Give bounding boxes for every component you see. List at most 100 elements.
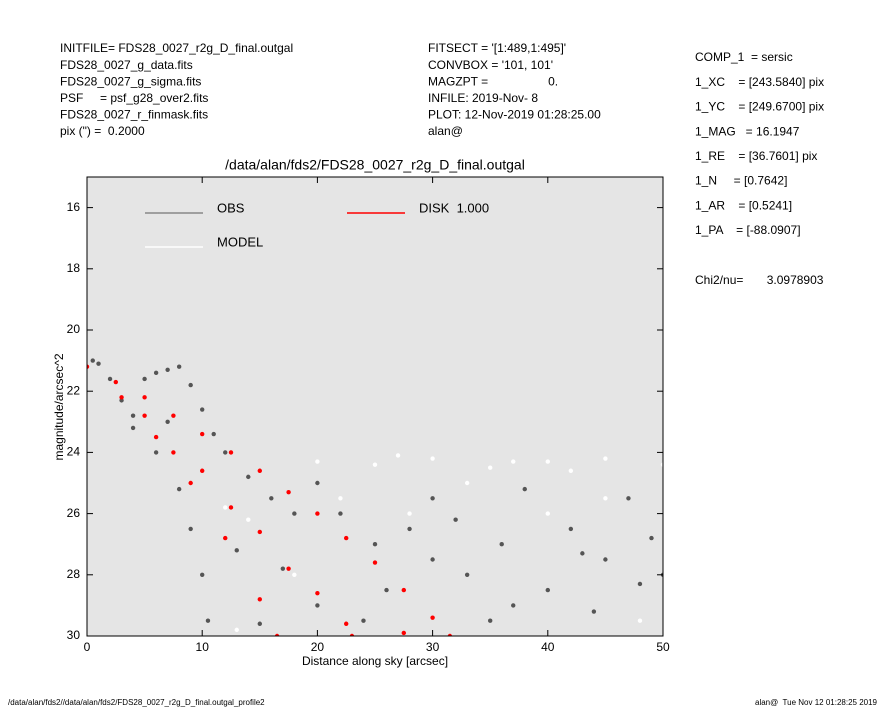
data-point	[338, 496, 343, 501]
data-point	[87, 364, 90, 369]
data-point	[257, 529, 262, 535]
data-point	[511, 603, 516, 608]
data-point	[234, 627, 239, 633]
plot-points	[87, 358, 663, 636]
y-tick-label: 28	[67, 567, 81, 581]
data-point	[637, 581, 643, 587]
data-point	[223, 450, 228, 455]
footer-left: /data/alan/fds2//data/alan/fds2/FDS28_00…	[8, 698, 265, 707]
data-point	[384, 587, 389, 593]
data-point	[176, 486, 182, 492]
data-point	[188, 526, 193, 532]
data-point	[545, 511, 550, 516]
x-tick-label: 50	[656, 640, 670, 654]
data-point	[372, 542, 378, 547]
fit-parameter: 1_PA = [-88.0907]	[695, 223, 801, 237]
data-point	[200, 572, 205, 577]
x-tick-label: 0	[84, 640, 91, 654]
y-tick-label: 16	[67, 200, 81, 214]
y-tick-label: 18	[67, 261, 81, 275]
y-axis-label: magnitude/arcsec^2	[52, 353, 66, 460]
data-point	[430, 615, 435, 620]
data-point	[315, 511, 320, 516]
data-point	[228, 450, 234, 455]
data-point	[660, 462, 663, 467]
data-point	[286, 489, 291, 495]
data-point	[315, 459, 320, 464]
data-point	[269, 496, 274, 501]
data-point	[200, 407, 205, 412]
data-point	[649, 535, 654, 541]
data-point	[280, 566, 286, 571]
x-tick-label: 10	[196, 640, 210, 654]
plot-background	[87, 177, 663, 636]
data-point	[401, 630, 406, 636]
data-point	[464, 572, 470, 577]
y-tick-label: 30	[67, 628, 81, 642]
data-point	[130, 425, 136, 431]
data-point	[568, 526, 574, 532]
data-point	[344, 621, 349, 626]
y-tick-label: 26	[67, 506, 81, 520]
data-point	[274, 633, 280, 636]
data-point	[315, 603, 320, 608]
data-point	[153, 370, 159, 376]
fit-parameter: 1_YC = [249.6700] pix	[695, 100, 824, 114]
data-point	[113, 379, 119, 385]
data-point	[603, 496, 608, 501]
data-point	[447, 633, 453, 636]
data-point	[568, 468, 574, 473]
x-axis-label: Distance along sky [arcsec]	[302, 654, 448, 668]
data-point	[626, 496, 631, 501]
data-point	[153, 434, 159, 440]
data-point	[338, 511, 343, 516]
x-tick-label: 40	[541, 640, 555, 654]
data-point	[223, 535, 228, 541]
data-point	[211, 431, 216, 437]
data-point	[591, 609, 597, 614]
legend-label: OBS	[217, 200, 245, 215]
fit-parameter: COMP_1 = sersic	[695, 50, 793, 64]
data-point	[603, 456, 608, 461]
data-point	[142, 413, 147, 418]
chi2: Chi2/nu= 3.0978903	[695, 273, 824, 287]
data-point	[176, 364, 182, 369]
header-text: INITFILE= FDS28_0027_r2g_D_final.outgal	[60, 41, 293, 55]
header-text: FDS28_0027_r_finmask.fits	[60, 108, 208, 122]
data-point	[200, 468, 205, 473]
data-point	[96, 361, 101, 366]
data-point	[430, 456, 435, 461]
y-tick-label: 20	[67, 322, 81, 336]
data-point	[142, 376, 147, 382]
data-point	[257, 597, 262, 602]
data-point	[257, 468, 262, 473]
data-point	[90, 358, 95, 363]
data-point	[430, 557, 435, 562]
legend-label: MODEL	[217, 234, 263, 249]
data-point	[407, 511, 412, 516]
data-point	[488, 618, 493, 623]
footer-right: alan@ Tue Nov 12 01:28:25 2019	[755, 698, 878, 707]
x-tick-label: 20	[311, 640, 325, 654]
header-text: pix (") = 0.2000	[60, 124, 145, 138]
legend-label: DISK 1.000	[419, 200, 489, 215]
data-point	[344, 535, 349, 541]
data-point	[453, 517, 458, 522]
fit-parameter: 1_RE = [36.7601] pix	[695, 149, 817, 163]
data-point	[119, 395, 124, 400]
data-point	[142, 395, 147, 400]
data-point	[286, 566, 291, 571]
data-point	[292, 511, 297, 516]
data-point	[349, 633, 355, 636]
data-point	[545, 587, 550, 593]
data-point	[257, 621, 262, 626]
data-point	[165, 419, 170, 424]
data-point	[511, 459, 516, 464]
data-point	[171, 450, 176, 455]
header-text: MAGZPT = 0.	[428, 74, 558, 88]
data-point	[119, 398, 124, 403]
header-text: CONVBOX = '101, 101'	[428, 58, 553, 72]
data-point	[499, 542, 504, 547]
data-point	[372, 462, 378, 467]
plot-frame	[86, 176, 664, 637]
